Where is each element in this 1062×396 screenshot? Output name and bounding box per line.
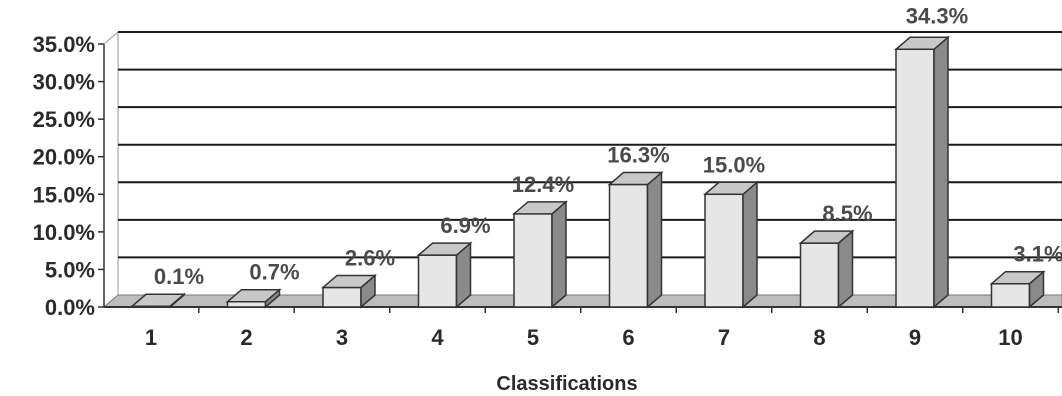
- x-tick-label: 6: [622, 325, 634, 350]
- bar-front: [895, 48, 935, 308]
- y-tick-label: 10.0%: [33, 220, 95, 245]
- bar: [607, 170, 664, 309]
- bar-front: [322, 286, 362, 308]
- data-label: 3.1%: [1013, 242, 1062, 267]
- data-label: 34.3%: [906, 3, 968, 28]
- x-tick-label: 7: [718, 325, 730, 350]
- bar-top: [607, 171, 664, 186]
- bar: [225, 288, 282, 309]
- x-tick-label: 5: [527, 325, 539, 350]
- y-tick-label: 15.0%: [33, 182, 95, 207]
- y-tick-label: 25.0%: [33, 107, 95, 132]
- bar-front: [990, 282, 1031, 308]
- bar-side: [742, 180, 758, 309]
- x-axis: 1 2 3 4 5 6 7 8 9 10: [104, 306, 1062, 350]
- bar-front: [513, 213, 553, 308]
- bar-side: [551, 200, 567, 309]
- x-tick-label: 9: [909, 325, 921, 350]
- bar-front: [608, 183, 649, 308]
- bar-top: [893, 36, 951, 51]
- bar: [893, 35, 951, 309]
- x-tick-label: 4: [431, 325, 444, 350]
- data-label: 12.4%: [512, 172, 574, 197]
- x-axis-title: Classifications: [496, 373, 637, 395]
- bar-top: [320, 274, 378, 289]
- y-tick-label: 30.0%: [33, 70, 95, 95]
- data-label: 16.3%: [607, 143, 669, 168]
- bar-top: [989, 270, 1046, 285]
- x-tick-label: 1: [145, 325, 157, 350]
- bar-top: [798, 230, 855, 244]
- bar: [702, 180, 760, 309]
- bar-top: [416, 242, 473, 256]
- x-tick-label: 3: [336, 325, 348, 350]
- bar-top: [511, 201, 569, 215]
- y-tick-label: 5.0%: [45, 257, 95, 282]
- data-label: 6.9%: [440, 213, 490, 238]
- x-tick-label: 8: [813, 325, 825, 350]
- data-label: 2.6%: [345, 245, 395, 270]
- bar-top: [225, 288, 282, 303]
- data-label: 15.0%: [703, 152, 765, 177]
- y-tick-label: 35.0%: [33, 32, 95, 57]
- bar: [989, 270, 1046, 309]
- bar: [320, 273, 378, 309]
- data-label: 8.5%: [822, 201, 872, 226]
- bar: [129, 292, 187, 309]
- bar: [416, 241, 473, 309]
- y-axis: 0.0% 5.0% 10.0% 15.0% 20.0% 25.0% 30.0% 35.0%: [33, 31, 119, 320]
- bar: [798, 229, 855, 309]
- bar-side: [837, 229, 854, 309]
- bar-front: [417, 254, 458, 308]
- y-axis-depth-line: [103, 31, 119, 45]
- bar-front: [799, 242, 840, 308]
- bar-front: [226, 300, 267, 308]
- bar-side: [646, 170, 663, 309]
- bar-top: [702, 181, 760, 196]
- bar-side: [933, 35, 949, 309]
- y-tick-label: 0.0%: [45, 295, 95, 320]
- x-tick-label: 2: [240, 325, 252, 350]
- data-label: 0.7%: [249, 260, 299, 285]
- bars: [129, 35, 1046, 309]
- bar-top: [129, 293, 187, 307]
- data-label: 0.1%: [154, 264, 204, 289]
- data-labels: 0.1% 0.7% 2.6% 6.9% 12.4% 16.3% 15.0% 8.5% 34.3%…: [154, 3, 1062, 289]
- bar-front: [704, 193, 744, 308]
- y-tick-label: 20.0%: [33, 145, 95, 170]
- x-tick-label: 10: [998, 325, 1022, 350]
- bar: [511, 200, 569, 309]
